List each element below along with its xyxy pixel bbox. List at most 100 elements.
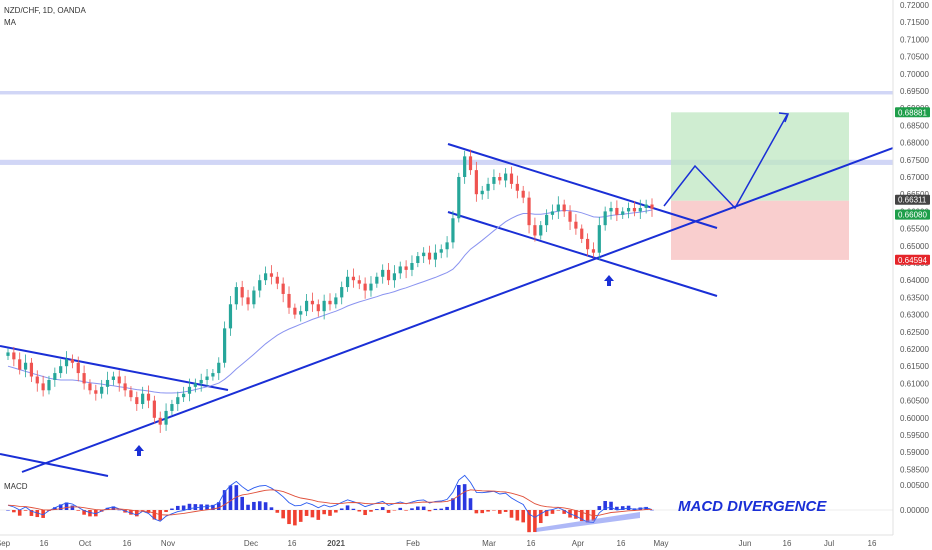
candle[interactable] <box>76 356 80 382</box>
candle[interactable] <box>281 277 285 303</box>
candle[interactable] <box>474 161 478 202</box>
candle[interactable] <box>386 263 391 286</box>
candle[interactable] <box>129 386 133 402</box>
candle[interactable] <box>23 354 28 378</box>
price-axis[interactable]: 0.72000 0.71500 0.71000 0.70500 0.70000 0.695… <box>892 0 930 535</box>
candle[interactable] <box>480 185 484 200</box>
candle[interactable] <box>404 260 408 279</box>
candle[interactable] <box>328 293 332 311</box>
candle[interactable] <box>509 166 514 189</box>
candle[interactable] <box>187 378 192 402</box>
candle[interactable] <box>252 286 256 309</box>
candle[interactable] <box>258 274 262 298</box>
candle[interactable] <box>176 391 180 411</box>
candle[interactable] <box>29 357 34 383</box>
candle[interactable] <box>533 217 537 242</box>
candle[interactable] <box>70 354 74 369</box>
candle[interactable] <box>468 149 473 175</box>
candle[interactable] <box>398 261 402 279</box>
candle[interactable] <box>47 375 51 395</box>
candle[interactable] <box>340 281 344 305</box>
candle[interactable] <box>451 210 455 249</box>
candle[interactable] <box>357 275 361 290</box>
candle[interactable] <box>105 371 110 395</box>
lower-channel-line[interactable] <box>447 211 718 297</box>
candle[interactable] <box>463 150 467 184</box>
candle[interactable] <box>246 289 250 311</box>
candle[interactable] <box>381 264 385 284</box>
candle[interactable] <box>316 299 320 317</box>
candle[interactable] <box>12 346 16 367</box>
candle[interactable] <box>234 282 238 310</box>
candle[interactable] <box>275 271 279 290</box>
candle[interactable] <box>287 286 291 314</box>
candle[interactable] <box>597 216 601 261</box>
candle[interactable] <box>539 221 543 240</box>
candle[interactable] <box>556 196 560 219</box>
candle[interactable] <box>310 292 315 312</box>
candle[interactable] <box>504 168 508 188</box>
candle[interactable] <box>59 359 63 378</box>
candle[interactable] <box>603 206 607 231</box>
candle[interactable] <box>193 378 197 393</box>
candle[interactable] <box>141 386 145 409</box>
candle[interactable] <box>591 242 596 258</box>
candle[interactable] <box>644 199 648 214</box>
candle[interactable] <box>117 370 121 392</box>
candle[interactable] <box>228 296 233 336</box>
candle[interactable] <box>422 247 426 263</box>
candle[interactable] <box>240 280 244 306</box>
candle[interactable] <box>392 265 396 288</box>
candle[interactable] <box>410 255 414 277</box>
candle[interactable] <box>158 411 162 433</box>
candle[interactable] <box>445 236 449 258</box>
candle[interactable] <box>199 373 203 392</box>
candle[interactable] <box>498 172 502 185</box>
candle[interactable] <box>111 371 115 386</box>
candle[interactable] <box>53 367 57 387</box>
candle[interactable] <box>264 266 268 286</box>
candle[interactable] <box>626 202 631 219</box>
candle[interactable] <box>322 294 326 320</box>
candle[interactable] <box>170 399 174 416</box>
candle[interactable] <box>439 244 443 259</box>
candle[interactable] <box>299 305 303 322</box>
candle[interactable] <box>515 175 519 199</box>
candle[interactable] <box>351 268 356 288</box>
candle[interactable] <box>416 251 420 268</box>
candle[interactable] <box>94 384 98 401</box>
candle[interactable] <box>345 269 350 292</box>
candle[interactable] <box>375 272 379 288</box>
candle[interactable] <box>223 321 227 368</box>
candle[interactable] <box>6 348 10 361</box>
candle[interactable] <box>586 233 590 257</box>
candle[interactable] <box>18 352 22 375</box>
candle[interactable] <box>41 375 45 397</box>
candle[interactable] <box>88 379 92 395</box>
candle[interactable] <box>574 214 578 235</box>
candle[interactable] <box>527 191 531 234</box>
candle[interactable] <box>562 199 566 217</box>
candle[interactable] <box>609 201 613 220</box>
candle[interactable] <box>363 277 367 299</box>
candle[interactable] <box>135 391 139 411</box>
candle[interactable] <box>217 357 221 380</box>
candle[interactable] <box>632 201 637 217</box>
candle[interactable] <box>492 169 496 191</box>
candle[interactable] <box>457 172 461 223</box>
candle[interactable] <box>580 224 584 244</box>
candle[interactable] <box>146 385 151 409</box>
candle[interactable] <box>621 207 625 219</box>
candle[interactable] <box>304 293 309 316</box>
upper-channel-line[interactable] <box>447 143 718 229</box>
candle[interactable] <box>545 209 549 233</box>
candle[interactable] <box>123 375 127 397</box>
candle[interactable] <box>82 365 86 390</box>
candle[interactable] <box>182 386 186 402</box>
candle[interactable] <box>427 245 432 265</box>
candle[interactable] <box>35 370 39 392</box>
candle[interactable] <box>638 199 642 219</box>
left-upper-channel-line[interactable] <box>0 345 229 391</box>
candle[interactable] <box>334 293 338 309</box>
candle[interactable] <box>369 276 373 297</box>
